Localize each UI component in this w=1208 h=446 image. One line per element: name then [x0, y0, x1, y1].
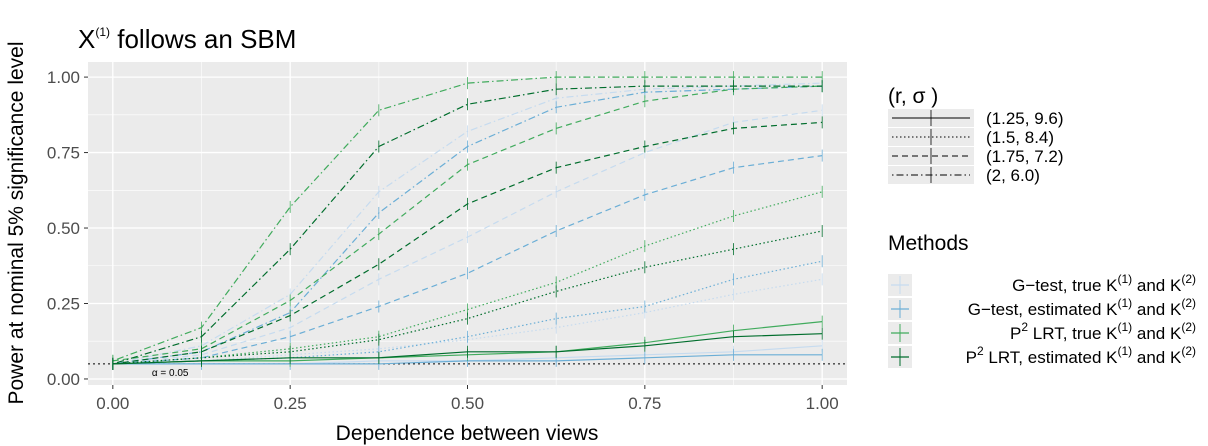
series-line: [112, 76, 823, 362]
series-group: [112, 71, 823, 370]
methods-legend: Methods G−test, true K(1) and K(2)G−test…: [888, 232, 1196, 368]
x-tick-label: 1.00: [806, 394, 839, 413]
linetype-legend-label: (1.5, 8.4): [986, 128, 1054, 147]
linetype-legend-label: (1.75, 7.2): [986, 147, 1064, 166]
linetype-legend-label: (2, 6.0): [986, 166, 1040, 185]
alpha-label: α = 0.05: [152, 368, 189, 379]
x-tick-label: 0.50: [451, 394, 484, 413]
method-legend-label: P2 LRT, true K(1) and K(2): [1010, 320, 1196, 343]
y-tick-label: 1.00: [47, 68, 80, 87]
y-tick-label: 0.50: [47, 219, 80, 238]
x-tick-label: 0.25: [274, 394, 307, 413]
series-line: [112, 155, 823, 365]
series-16: [112, 80, 823, 370]
x-tick-label: 0.75: [628, 394, 661, 413]
x-axis: 0.00 0.25 0.50 0.75 1.00: [96, 385, 839, 413]
linetype-legend-label: (1.25, 9.6): [986, 109, 1064, 128]
y-tick-label: 0.25: [47, 294, 80, 313]
method-legend-label: G−test, true K(1) and K(2): [1012, 272, 1196, 295]
chart-title: X(1) follows an SBM: [78, 24, 296, 54]
y-tick-label: 0.00: [47, 370, 80, 389]
method-legend-label: G−test, estimated K(1) and K(2): [968, 296, 1196, 319]
method-legend-label: P2 LRT, estimated K(1) and K(2): [966, 344, 1196, 367]
linetype-legend-title: (r, σ ): [888, 85, 938, 108]
x-tick-label: 0.00: [96, 394, 129, 413]
y-tick-label: 0.75: [47, 144, 80, 163]
x-axis-title: Dependence between views: [336, 422, 599, 445]
y-axis-title: Power at nominal 5% significance level: [5, 41, 28, 404]
linetype-legend: (r, σ ) (1.25, 9.6)(1.5, 8.4)(1.75, 7.2)…: [888, 85, 1064, 185]
methods-legend-title: Methods: [888, 232, 969, 255]
series-line: [112, 85, 823, 365]
y-axis: 0.00 0.25 0.50 0.75 1.00: [47, 68, 88, 389]
series-7: [112, 149, 823, 370]
